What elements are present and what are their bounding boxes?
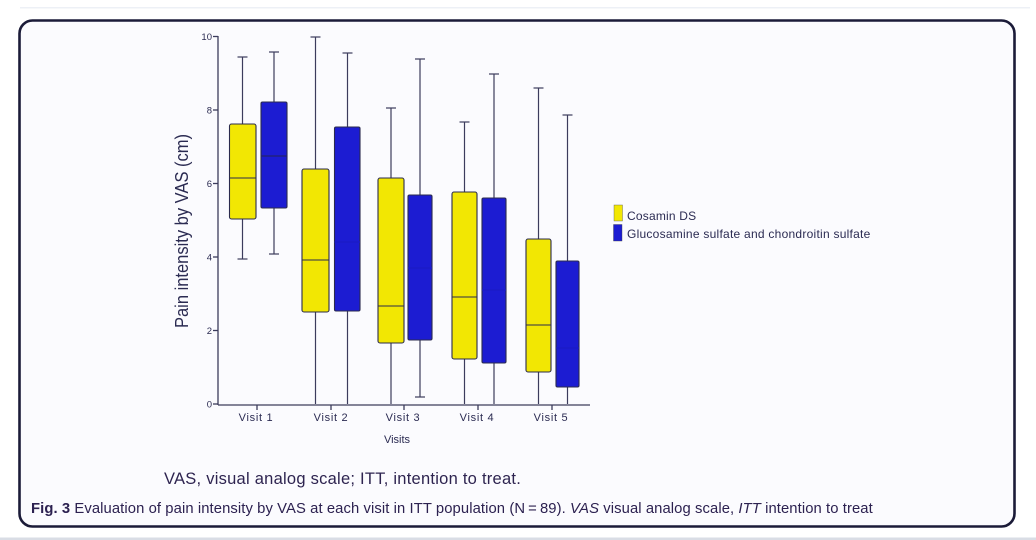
svg-text:10: 10	[201, 32, 212, 43]
svg-text:8: 8	[207, 106, 212, 117]
svg-text:Visit 4: Visit 4	[460, 412, 495, 424]
svg-text:VAS, visual analog scale; ITT,: VAS, visual analog scale; ITT, intention…	[164, 470, 521, 488]
svg-text:Visit 1: Visit 1	[239, 412, 274, 424]
svg-text:Visits: Visits	[384, 434, 411, 446]
svg-text:Glucosamine sulfate and chondr: Glucosamine sulfate and chondroitin sulf…	[627, 227, 871, 241]
svg-text:Visit 5: Visit 5	[534, 412, 569, 424]
svg-text:4: 4	[207, 253, 212, 264]
svg-text:Cosamin DS: Cosamin DS	[627, 209, 696, 223]
svg-text:Visit 3: Visit 3	[386, 412, 421, 424]
svg-text:6: 6	[207, 179, 212, 190]
svg-text:2: 2	[207, 326, 212, 337]
svg-text:Fig. 3 Evaluation of pain inte: Fig. 3 Evaluation of pain intensity by V…	[31, 501, 873, 517]
svg-text:0: 0	[207, 400, 212, 411]
svg-text:Visit 2: Visit 2	[314, 412, 349, 424]
svg-text:Pain intensity by VAS (cm): Pain intensity by VAS (cm)	[172, 134, 192, 328]
